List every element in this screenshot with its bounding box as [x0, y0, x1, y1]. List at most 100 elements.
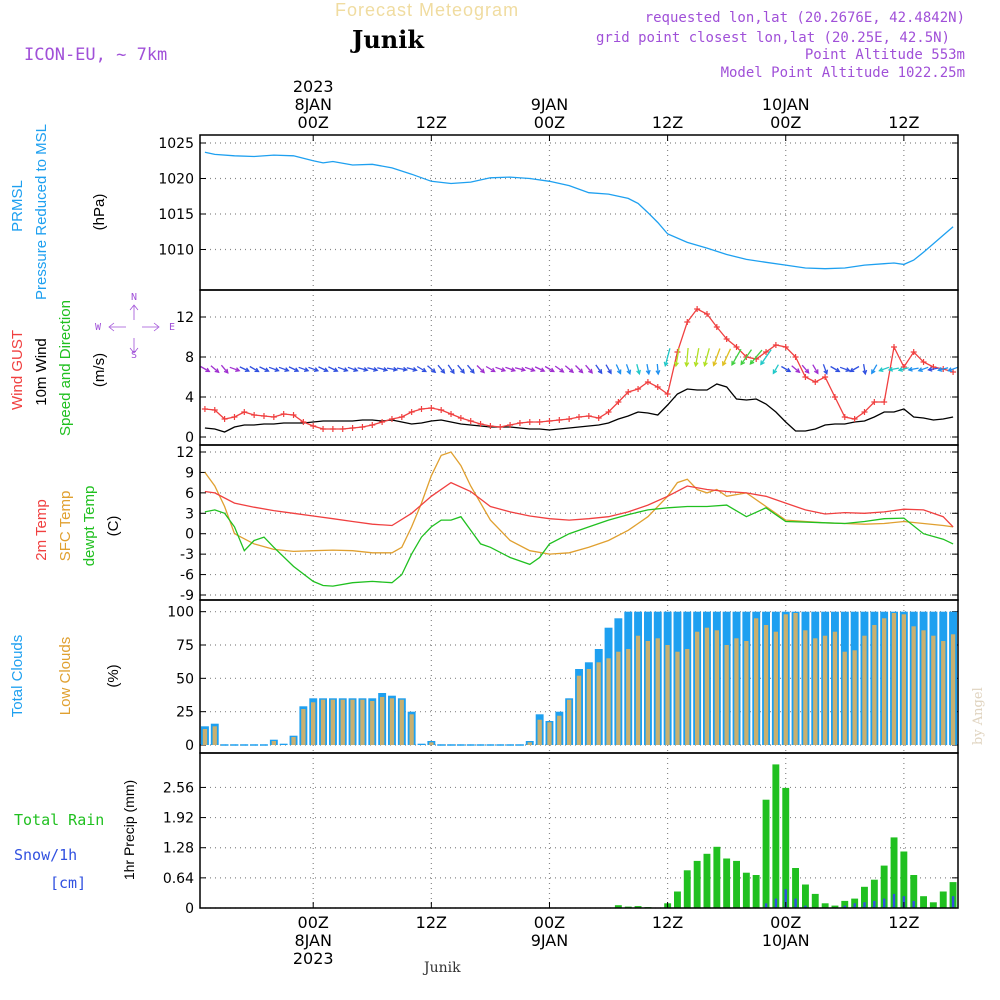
low-cloud-bar [950, 634, 956, 745]
snow-bar [873, 900, 876, 908]
wind-arrow-head [235, 367, 241, 372]
wind-arrow-shaft [249, 365, 259, 373]
panel-frame [199, 752, 959, 909]
wind-arrow-shaft [564, 365, 574, 373]
wind-arrow [663, 348, 671, 368]
snow-bar [863, 902, 866, 908]
wind-arrow-shaft [416, 365, 427, 373]
wind-arrow-head [795, 368, 801, 374]
low-cloud-bar [360, 699, 365, 745]
pressure-line [204, 151, 954, 270]
gust-marker [231, 414, 238, 420]
compass-e: E [169, 322, 175, 333]
wind-arrow-head [835, 367, 841, 373]
low-cloud-bar [822, 635, 828, 745]
ytick-label: 0 [185, 738, 194, 754]
label-prmsl: PRMSL [9, 180, 26, 232]
top-date-label: 8JAN [294, 95, 332, 114]
wind-arrow-shaft [928, 367, 939, 371]
gust-marker [339, 426, 346, 432]
low-cloud-bar [409, 714, 414, 745]
gust-marker [723, 336, 730, 342]
wind-arrow [534, 366, 546, 373]
wind-arrow-head [712, 361, 718, 367]
low-cloud-bar [704, 627, 710, 745]
gust-marker [349, 425, 356, 431]
wind-arrow [615, 364, 622, 375]
wind-arrow-shaft [871, 364, 878, 374]
gust-marker [536, 419, 543, 425]
wind-arrow-head [244, 367, 251, 373]
low-cloud-bar [576, 675, 582, 745]
panel-temperature: 12 9 6 3 0 -3 -6 -9 [176, 445, 958, 604]
snow-bar [853, 903, 856, 908]
total-cloud-bar [279, 743, 288, 745]
wind-arrow [585, 364, 593, 374]
wind-arrow-shaft [554, 365, 564, 373]
bottom-date-label: 9JAN [531, 931, 569, 950]
wind-arrow [416, 365, 427, 373]
low-cloud-bar [271, 741, 276, 745]
low-cloud-bar [330, 699, 335, 745]
wind-arrow-head [663, 361, 669, 368]
wind-arrow [849, 365, 860, 373]
wind-arrow-head [254, 367, 260, 373]
low-cloud-bar [783, 614, 788, 745]
rain-bar [870, 879, 878, 908]
footer-location: Junik [422, 960, 461, 976]
gust-marker [694, 306, 701, 312]
panel-frame [199, 444, 959, 601]
rain-bar [674, 891, 681, 908]
wind-arrow-head [304, 367, 310, 372]
wind-arrow-head [412, 367, 418, 372]
label-total-rain: Total Rain [14, 811, 104, 829]
rain-bar [723, 858, 731, 908]
wind-arrow-head [343, 367, 349, 372]
wind-arrow-head [749, 359, 755, 365]
gust-marker [379, 419, 386, 425]
wind-arrow-head [323, 367, 329, 373]
wind-arrow [268, 366, 280, 372]
wind-arrow-shaft [713, 348, 721, 366]
wind-arrow-shaft [288, 366, 299, 372]
low-cloud-bar [301, 709, 306, 745]
wind-arrow [210, 365, 220, 374]
wind-arrow [328, 366, 339, 373]
wind-arrow-shaft [357, 367, 368, 371]
wind-arrow [749, 349, 763, 365]
wind-arrow-shaft [437, 364, 445, 374]
snow-bar [804, 905, 807, 908]
wind-arrow-head [214, 368, 220, 374]
wind-arrow [791, 365, 801, 374]
wind-arrow-head [907, 366, 913, 372]
snow-bar [764, 903, 768, 908]
gust-marker [516, 420, 523, 426]
wind-arrow-shaft [229, 366, 240, 372]
top-date-label: 9JAN [531, 95, 569, 114]
wind-arrow-head [772, 369, 778, 375]
wind-arrow [288, 366, 300, 373]
gust-marker [822, 374, 829, 380]
location-title: Junik [350, 25, 425, 54]
rain-bar [614, 905, 622, 908]
wind-arrow-head [673, 361, 679, 368]
ytick-label: 2.56 [163, 780, 194, 796]
low-cloud-bar [891, 613, 897, 745]
gust-marker [566, 416, 573, 422]
gust-marker [270, 414, 277, 420]
wind-arrow [927, 366, 939, 372]
low-cloud-bar [685, 649, 690, 745]
low-cloud-bar [202, 729, 208, 745]
wind-arrow-head [626, 369, 632, 375]
label-10m-wind: 10m Wind [33, 338, 50, 406]
wind-arrow-head [421, 367, 427, 373]
wind-arrow-shaft [749, 349, 763, 365]
model-label: ICON-EU, ~ 7km [24, 45, 167, 65]
wind-arrow-shaft [544, 365, 555, 373]
gust-marker [950, 369, 957, 375]
wind-arrow-shaft [664, 348, 671, 366]
label-speed-direction: Speed and Direction [57, 300, 74, 436]
wind-arrow-head [636, 369, 641, 376]
snow-bar [774, 898, 778, 908]
rain-bar [910, 875, 918, 908]
